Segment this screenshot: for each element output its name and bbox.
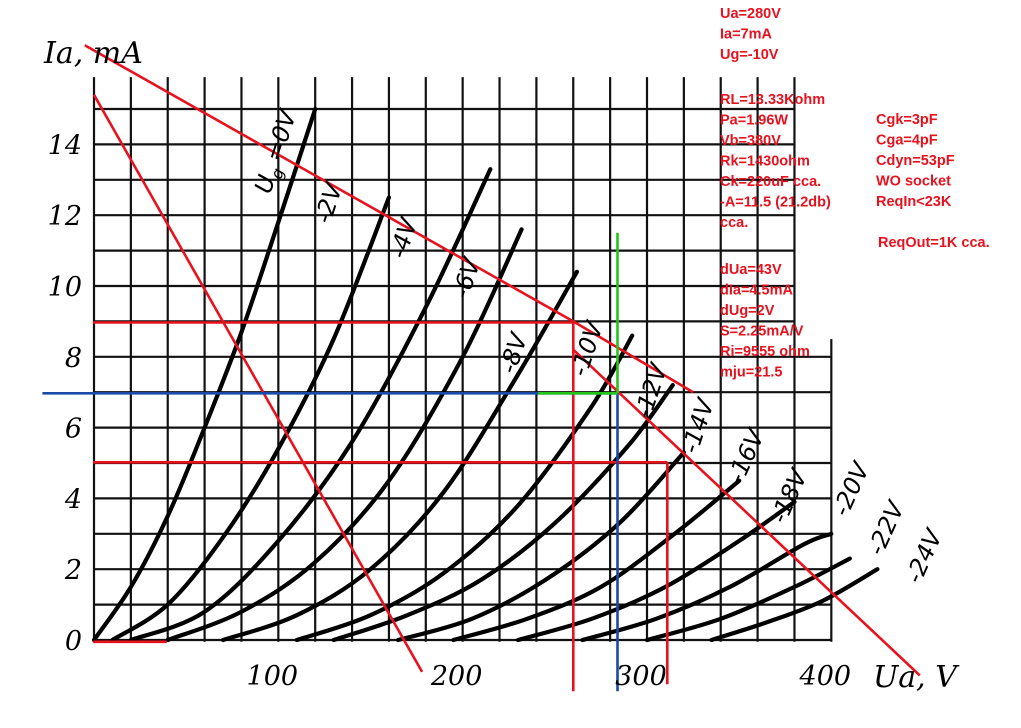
y-tick-label: 2 xyxy=(64,555,82,586)
x-tick-label: 100 xyxy=(247,661,299,692)
series-line-ug16 xyxy=(451,478,742,643)
note-line: Ua=280V xyxy=(720,6,781,22)
x-tick-label: 400 xyxy=(799,661,852,692)
note-line: dIa=4.5mA xyxy=(720,283,793,299)
overlay-lines xyxy=(42,44,921,692)
curve-label: -22V xyxy=(862,496,911,560)
series-line-ug10 xyxy=(294,333,635,643)
note-line: Rk=1430ohm xyxy=(720,154,810,170)
series-line-ug20 xyxy=(580,531,834,643)
y-axis-title: Ia, mA xyxy=(43,36,143,71)
note-line: Ck=220uF cca. xyxy=(720,174,821,190)
curve-labels: Ug=0V-2V-4V-6V-8V -10V-12V-14V -16V-18V -20… xyxy=(249,105,949,587)
x-tick-label: 300 xyxy=(615,661,667,692)
series-line-ug0 xyxy=(91,106,318,643)
series-line-ug24 xyxy=(709,567,880,643)
series-line-ug8 xyxy=(220,269,579,643)
series-line-ug22 xyxy=(644,556,852,643)
note-line: cca. xyxy=(720,215,748,231)
note-line: S=2.25mA/V xyxy=(720,324,804,340)
note-line: -A=11.5 (21.2db) xyxy=(720,195,831,211)
series-line-ug4 xyxy=(128,167,493,643)
x-axis-title: Ua, V xyxy=(873,660,960,695)
curve-label: -16V xyxy=(722,424,771,488)
series-line-ug18 xyxy=(515,499,797,643)
note-line: Cga=4pF xyxy=(876,133,938,149)
series-line-ug14 xyxy=(396,450,686,643)
curve-label: -6V xyxy=(447,253,487,302)
curve-label: Ug=0V xyxy=(249,105,306,198)
operating-point-notes: Ua=280V Ia=7mA Ug=-10V xyxy=(720,6,781,63)
series-line-ug12 xyxy=(331,383,675,643)
stage-notes: RL=13.33Kohm Pa=1.96W Vb=380V Rk=1430ohm Ck=… xyxy=(720,92,831,231)
tube-parameter-notes: dUa=43V dIa=4.5mA dUg=2V S=2.25mA/V Ri=9555 … xyxy=(720,262,810,381)
note-line: ReqIn<23K xyxy=(876,194,952,210)
x-tick-label: 200 xyxy=(430,661,483,692)
y-tick-label: 8 xyxy=(65,343,82,374)
axis-ticks: 0 2 4 6 8 10 12 14 100 200 300 400 xyxy=(48,130,851,692)
capacitance-notes: Cgk=3pF Cga=4pF Cdyn=53pF WO socket ReqIn<23… xyxy=(876,112,955,210)
y-tick-label: 10 xyxy=(48,272,82,303)
note-line: Ia=7mA xyxy=(720,27,773,43)
note-line: WO socket xyxy=(876,174,951,190)
curve-label: -10V xyxy=(565,317,609,380)
y-tick-label: 12 xyxy=(48,201,82,232)
anode-curves xyxy=(91,106,880,643)
curve-label: -14V xyxy=(676,394,720,457)
y-tick-label: 0 xyxy=(65,626,82,657)
overlay-line xyxy=(572,348,921,677)
note-line: Ri=9555 ohm xyxy=(720,344,810,360)
y-tick-label: 14 xyxy=(48,130,82,161)
note-line: RL=13.33Kohm xyxy=(720,92,825,108)
note-line: mju=21.5 xyxy=(720,365,782,381)
req-out-note: ReqOut=1K cca. xyxy=(878,235,990,251)
note-line: dUg=2V xyxy=(720,303,775,319)
y-tick-label: 6 xyxy=(65,414,82,445)
series-line-ug2 xyxy=(110,195,391,643)
note-line: Pa=1.96W xyxy=(720,113,788,129)
curve-label: -24V xyxy=(900,524,949,588)
curve-label: -20V xyxy=(827,457,876,521)
y-tick-label: 4 xyxy=(64,484,82,515)
curve-label: -18V xyxy=(765,464,814,528)
overlay-line xyxy=(92,94,424,673)
note-line: Cgk=3pF xyxy=(876,112,938,128)
annotation-notes: Ua=280V Ia=7mA Ug=-10V RL=13.33Kohm Pa=1.96… xyxy=(720,6,990,381)
note-line: Cdyn=53pF xyxy=(876,153,955,169)
series-line-ug6 xyxy=(165,227,524,643)
note-line: Vb=380V xyxy=(720,133,781,149)
note-line: dUa=43V xyxy=(720,262,782,278)
note-line: Ug=-10V xyxy=(720,47,779,63)
